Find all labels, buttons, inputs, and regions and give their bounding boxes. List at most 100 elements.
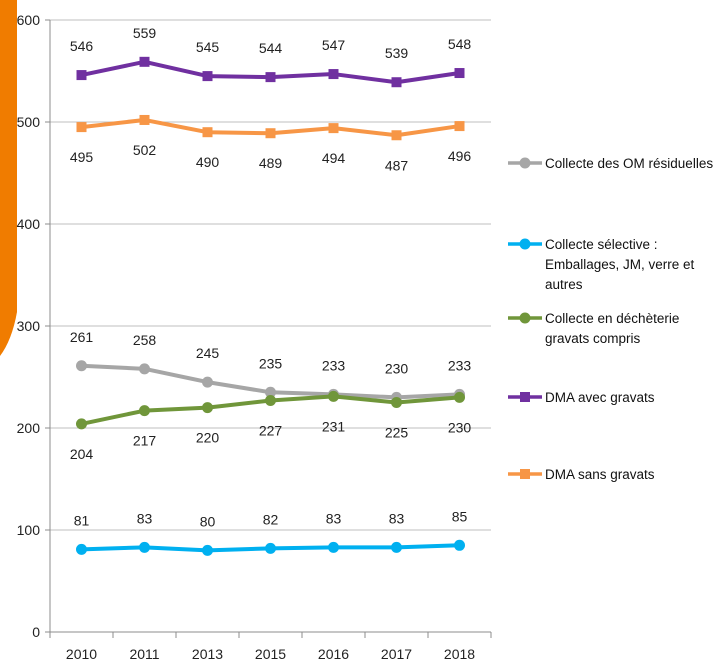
data-label: 220	[196, 430, 220, 446]
y-tick-label: 300	[17, 318, 41, 334]
data-point-marker	[391, 397, 402, 408]
data-point-marker	[139, 114, 150, 125]
legend-label: Collecte sélective : Emballages, JM, verr…	[545, 237, 695, 292]
data-label: 245	[196, 345, 220, 361]
data-label: 83	[326, 510, 342, 526]
x-tick-label: 2016	[318, 646, 349, 662]
data-label: 494	[322, 150, 346, 166]
data-label: 546	[70, 38, 94, 54]
data-label: 83	[137, 510, 153, 526]
data-point-marker	[76, 70, 87, 81]
data-label: 227	[259, 422, 283, 438]
data-label: 547	[322, 37, 346, 53]
data-label: 539	[385, 45, 409, 61]
data-label: 261	[70, 329, 94, 345]
legend-label: Collecte des OM résiduelles	[545, 156, 713, 171]
legend-marker	[519, 157, 531, 169]
data-point-marker	[76, 122, 87, 133]
legend: Collecte des OM résiduelles Collecte séle…	[508, 156, 713, 482]
legend-marker	[520, 469, 530, 479]
orange-accent-bar	[0, 0, 17, 356]
data-point-marker	[454, 68, 465, 79]
legend-marker	[520, 392, 530, 402]
x-tick-label: 2010	[66, 646, 97, 662]
data-label: 231	[322, 418, 346, 434]
data-point-marker	[391, 77, 402, 88]
data-point-marker	[76, 543, 87, 555]
y-tick-label: 600	[17, 12, 41, 28]
data-label: 230	[448, 419, 472, 435]
y-axis-ticks: 0 100 200 300 400 500 600	[17, 12, 41, 640]
data-label: 495	[70, 149, 94, 165]
y-tick-label: 400	[17, 216, 41, 232]
y-tick-label: 100	[17, 522, 41, 538]
gridlines	[50, 19, 491, 531]
data-label: 81	[74, 512, 90, 528]
x-tick-label: 2015	[255, 646, 286, 662]
data-point-marker	[139, 541, 150, 553]
y-tick-label: 200	[17, 420, 41, 436]
data-point-marker	[202, 71, 213, 82]
data-label: 548	[448, 36, 472, 52]
data-label: 83	[389, 510, 405, 526]
data-point-marker	[76, 360, 87, 372]
data-label: 559	[133, 25, 157, 41]
legend-label: DMA avec gravats	[545, 390, 655, 405]
y-tick-label: 0	[32, 624, 40, 640]
data-point-marker	[265, 386, 276, 398]
data-point-marker	[202, 544, 213, 556]
x-tick-label: 2017	[381, 646, 412, 662]
data-label: 490	[196, 154, 220, 170]
x-tick-label: 2013	[192, 646, 223, 662]
data-point-marker	[202, 402, 213, 414]
data-point-marker	[328, 541, 339, 553]
x-tick-label: 2011	[129, 646, 159, 662]
legend-marker	[519, 312, 531, 324]
data-label: 258	[133, 332, 157, 348]
data-point-marker	[454, 391, 465, 403]
legend-item-0: Collecte des OM résiduelles	[508, 156, 713, 171]
data-point-marker	[265, 72, 276, 83]
data-point-marker	[391, 130, 402, 141]
data-label: 233	[322, 357, 346, 373]
data-label: 545	[196, 39, 220, 55]
x-axis-ticks: 2010 2011 2013 2015 2016 2017 2018	[66, 646, 475, 662]
data-point-marker	[139, 56, 150, 67]
legend-label: DMA sans gravats	[545, 467, 655, 482]
data-point-marker	[328, 390, 339, 402]
data-point-marker	[391, 541, 402, 553]
data-label: 217	[133, 433, 157, 449]
data-label: 80	[200, 513, 216, 529]
data-point-marker	[76, 418, 87, 430]
legend-item-3: DMA avec gravats	[508, 390, 655, 405]
data-point-marker	[328, 123, 339, 134]
data-point-marker	[265, 542, 276, 554]
legend-item-1: Collecte sélective : Emballages, JM, verr…	[508, 237, 695, 292]
data-label: 502	[133, 142, 157, 158]
data-point-marker	[139, 405, 150, 417]
y-tick-label: 500	[17, 114, 41, 130]
data-point-marker	[265, 128, 276, 139]
data-label: 496	[448, 148, 472, 164]
data-labels: 261 258 245 235 233 230 233 81 83 80 82 83 83 85 204 21…	[70, 25, 472, 530]
data-point-marker	[454, 121, 465, 132]
data-label: 225	[385, 425, 409, 441]
data-point-marker	[202, 127, 213, 138]
data-point-marker	[202, 376, 213, 388]
data-point-marker	[265, 394, 276, 406]
data-label: 544	[259, 40, 283, 56]
data-label: 233	[448, 357, 472, 373]
series-group	[76, 56, 465, 556]
axes	[45, 19, 492, 638]
data-label: 487	[385, 157, 409, 173]
legend-item-4: DMA sans gravats	[508, 467, 655, 482]
data-point-marker	[139, 363, 150, 375]
legend-item-2: Collecte en déchèterie gravats compris	[508, 311, 679, 346]
data-point-marker	[328, 69, 339, 80]
data-label: 82	[263, 511, 279, 527]
data-label: 235	[259, 355, 283, 371]
data-label: 489	[259, 155, 283, 171]
data-point-marker	[454, 539, 465, 551]
legend-marker	[519, 238, 531, 250]
